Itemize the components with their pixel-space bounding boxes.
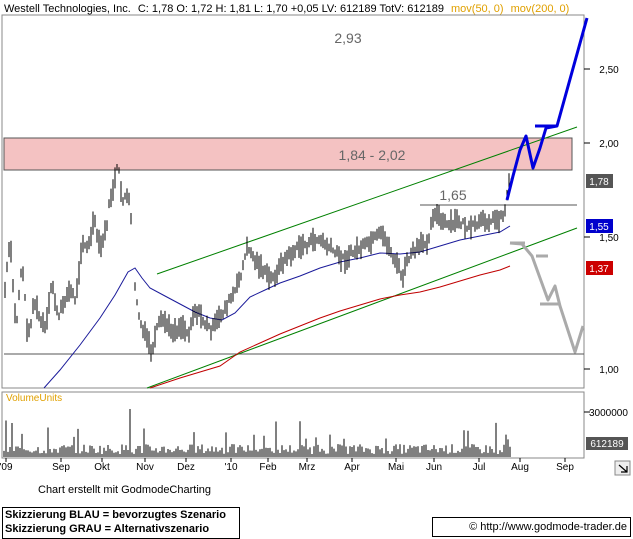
arrow-down-right-icon: [618, 464, 628, 473]
y-tick-label: 2,50: [599, 65, 619, 76]
volume-last-label: 612189: [590, 439, 624, 450]
x-tick-label: Mai: [388, 462, 404, 473]
resistance-zone: [3, 137, 573, 171]
x-tick-label: Sep: [52, 462, 70, 473]
upper-trend-line: [156, 126, 578, 275]
scenario-grey-ledge: [510, 241, 560, 306]
lower-trend-line: [146, 227, 578, 389]
x-tick-label: Dez: [177, 462, 195, 473]
x-tick-label: Nov: [136, 462, 154, 473]
ma200-line: [149, 265, 511, 389]
x-tick-label: Jun: [426, 462, 442, 473]
price-pane: [1, 14, 585, 389]
volume-pane: [1, 391, 585, 459]
level-label: 1,65: [439, 187, 466, 203]
volume-tick-label: 3000000: [589, 408, 628, 419]
x-tick-label: Okt: [94, 462, 110, 473]
x-tick-label: Apr: [344, 462, 360, 473]
header-quote: C: 1,78 O: 1,72 H: 1,81 L: 1,70 +0,05 LV…: [138, 3, 444, 15]
target-label: 2,93: [334, 30, 361, 46]
volume-bars: [3, 409, 511, 457]
ma50-badge: [586, 219, 613, 233]
zone-label: 1,84 - 2,02: [339, 147, 406, 163]
x-tick-label: Sep: [556, 462, 574, 473]
header-ma200-label: mov(200, 0): [511, 3, 570, 15]
header-ma50-label: mov(50, 0): [451, 3, 504, 15]
x-tick-label: Jul: [473, 462, 486, 473]
ma200-badge: [586, 261, 613, 275]
scenario-legend: Skizzierung BLAU = bevorzugtes Szenario …: [2, 507, 240, 539]
last-price-badge: [586, 174, 613, 188]
y-tick-label: 1,00: [599, 365, 619, 376]
volume-label: VolumeUnits: [6, 393, 62, 404]
header-text: Westell Technologies, Inc. C: 1,78 O: 1,…: [4, 3, 569, 15]
last-price-label: 1,78: [589, 177, 609, 188]
y-tick-label: 1,50: [599, 233, 619, 244]
source-url[interactable]: © http://www.godmode-trader.de: [432, 517, 631, 537]
header-instrument: Westell Technologies, Inc.: [4, 3, 131, 15]
x-axis: '09 Sep Okt Nov Dez '10 Feb Mrz Apr Mai Jun Jul Aug S…: [0, 458, 574, 473]
x-tick-label: Mrz: [299, 462, 316, 473]
scenario-grey-path: [509, 241, 585, 354]
price-bars: [4, 164, 512, 362]
legend-grey: Skizzierung GRAU = Alternativszenario: [5, 523, 210, 535]
x-tick-label: '10: [224, 462, 237, 473]
y-tick-label: 2,00: [599, 139, 619, 150]
x-tick-label: Aug: [511, 462, 529, 473]
volume-last-badge: [586, 437, 628, 450]
ma200-badge-label: 1,37: [589, 264, 609, 275]
ma50-badge-label: 1,55: [589, 222, 609, 233]
y-axis: 2,50 2,00 1,50 1,00: [584, 65, 619, 376]
chart-credit: Chart erstellt mit GodmodeCharting: [38, 484, 212, 496]
x-tick-label: Feb: [259, 462, 277, 473]
legend-blue: Skizzierung BLAU = bevorzugtes Szenario: [5, 509, 226, 521]
x-tick-label: '09: [0, 462, 13, 473]
